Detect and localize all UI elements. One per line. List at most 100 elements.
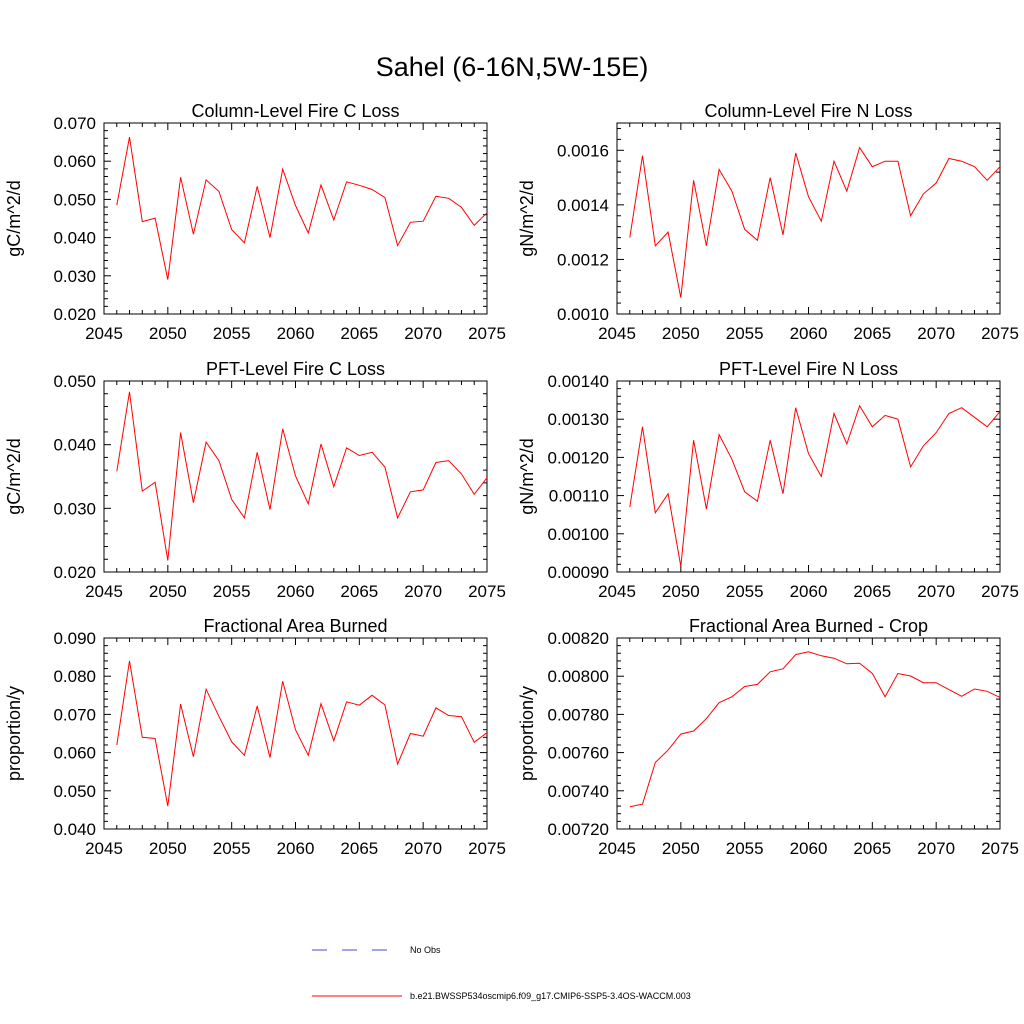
x-tick-label: 2070: [917, 324, 955, 343]
series-line: [629, 146, 1001, 298]
y-tick-label: 0.00130: [548, 410, 609, 429]
x-tick-label: 2050: [662, 582, 700, 601]
y-tick-label: 0.020: [53, 305, 96, 324]
panel-title: PFT-Level Fire C Loss: [206, 359, 385, 379]
series-line: [629, 404, 1001, 567]
x-tick-label: 2045: [598, 324, 636, 343]
y-tick-label: 0.060: [53, 744, 96, 763]
y-tick-label: 0.040: [53, 820, 96, 839]
x-tick-label: 2060: [277, 324, 315, 343]
chart-panel: PFT-Level Fire N Loss gN/m^2/d 2045 2050 205…: [517, 359, 1019, 601]
chart-panel: Column-Level Fire C Loss gC/m^2/d 2045 2050…: [4, 101, 506, 343]
y-tick-label: 0.00720: [548, 820, 609, 839]
chart-panel: Fractional Area Burned proportion/y 2045 20…: [4, 616, 506, 858]
x-tick-label: 2065: [853, 839, 891, 858]
series-line: [116, 660, 488, 807]
y-tick-label: 0.00800: [548, 667, 609, 686]
y-tick-label: 0.050: [53, 372, 96, 391]
x-tick-label: 2060: [790, 839, 828, 858]
x-tick-label: 2055: [726, 324, 764, 343]
plot-frame: [616, 637, 1001, 830]
x-tick-label: 2065: [853, 324, 891, 343]
y-tick-label: 0.00820: [548, 629, 609, 648]
x-tick-label: 2060: [790, 582, 828, 601]
y-axis-label: gC/m^2/d: [4, 438, 24, 514]
x-tick-label: 2065: [340, 582, 378, 601]
x-tick-label: 2045: [85, 582, 123, 601]
x-tick-label: 2075: [981, 839, 1019, 858]
legend-model-label: b.e21.BWSSP534oscmip6.f09_g17.CMIP6-SSP5…: [410, 991, 691, 1001]
y-tick-label: 0.050: [53, 190, 96, 209]
x-tick-label: 2060: [277, 582, 315, 601]
y-axis-label: gN/m^2/d: [517, 438, 537, 514]
panel-title: Column-Level Fire C Loss: [191, 101, 399, 121]
panel-title: Fractional Area Burned: [203, 616, 387, 636]
y-tick-label: 0.090: [53, 629, 96, 648]
y-tick-label: 0.0014: [557, 196, 609, 215]
page-title: Sahel (6-16N,5W-15E): [376, 52, 649, 82]
panel-title: PFT-Level Fire N Loss: [719, 359, 898, 379]
x-tick-label: 2070: [917, 839, 955, 858]
x-tick-label: 2050: [662, 839, 700, 858]
y-tick-label: 0.00090: [548, 563, 609, 582]
x-tick-label: 2075: [468, 839, 506, 858]
y-tick-label: 0.00120: [548, 448, 609, 467]
x-tick-label: 2060: [277, 839, 315, 858]
x-tick-label: 2045: [85, 839, 123, 858]
chart-panel: Fractional Area Burned - Crop proportion/…: [517, 616, 1019, 858]
x-tick-label: 2075: [981, 582, 1019, 601]
y-axis-label: proportion/y: [517, 686, 537, 781]
y-tick-label: 0.0012: [557, 250, 609, 269]
y-tick-label: 0.040: [53, 436, 96, 455]
y-tick-label: 0.00760: [548, 744, 609, 763]
x-tick-label: 2050: [149, 839, 187, 858]
panel-title: Column-Level Fire N Loss: [704, 101, 912, 121]
series-line: [116, 391, 488, 561]
y-tick-label: 0.050: [53, 782, 96, 801]
y-tick-label: 0.020: [53, 563, 96, 582]
x-tick-label: 2055: [213, 839, 251, 858]
y-tick-label: 0.080: [53, 667, 96, 686]
plot-frame: [103, 637, 488, 830]
y-tick-label: 0.0016: [557, 141, 609, 160]
x-tick-label: 2060: [790, 324, 828, 343]
x-tick-label: 2065: [853, 582, 891, 601]
series-line: [629, 651, 1001, 808]
y-tick-label: 0.070: [53, 114, 96, 133]
x-tick-label: 2055: [726, 582, 764, 601]
y-axis-label: proportion/y: [4, 686, 24, 781]
x-tick-label: 2055: [213, 582, 251, 601]
chart-panel: Column-Level Fire N Loss gN/m^2/d 2045 2050…: [517, 101, 1019, 343]
x-tick-label: 2045: [598, 582, 636, 601]
x-tick-label: 2050: [662, 324, 700, 343]
plot-frame: [103, 122, 488, 315]
series-line: [116, 137, 488, 280]
x-tick-label: 2075: [468, 582, 506, 601]
panels-group: Column-Level Fire C Loss gC/m^2/d 2045 2050…: [4, 101, 1019, 858]
y-tick-label: 0.00740: [548, 782, 609, 801]
y-tick-label: 0.040: [53, 229, 96, 248]
y-tick-label: 0.060: [53, 152, 96, 171]
y-tick-label: 0.00110: [549, 487, 609, 506]
x-tick-label: 2045: [85, 324, 123, 343]
y-tick-label: 0.00780: [548, 705, 609, 724]
x-tick-label: 2055: [213, 324, 251, 343]
chart-panel: PFT-Level Fire C Loss gC/m^2/d 2045 2050 205…: [4, 359, 506, 601]
x-tick-label: 2070: [404, 582, 442, 601]
plot-frame: [616, 122, 1001, 315]
y-tick-label: 0.00140: [548, 372, 609, 391]
x-tick-label: 2070: [404, 839, 442, 858]
panel-title: Fractional Area Burned - Crop: [689, 616, 928, 636]
legend-obs-label: No Obs: [410, 945, 441, 955]
x-tick-label: 2070: [404, 324, 442, 343]
legend: No Obs b.e21.BWSSP534oscmip6.f09_g17.CMI…: [312, 945, 691, 1001]
x-tick-label: 2045: [598, 839, 636, 858]
x-tick-label: 2050: [149, 582, 187, 601]
x-tick-label: 2065: [340, 324, 378, 343]
x-tick-label: 2075: [468, 324, 506, 343]
plot-frame: [616, 380, 1001, 573]
x-tick-label: 2075: [981, 324, 1019, 343]
x-tick-label: 2050: [149, 324, 187, 343]
x-tick-label: 2055: [726, 839, 764, 858]
